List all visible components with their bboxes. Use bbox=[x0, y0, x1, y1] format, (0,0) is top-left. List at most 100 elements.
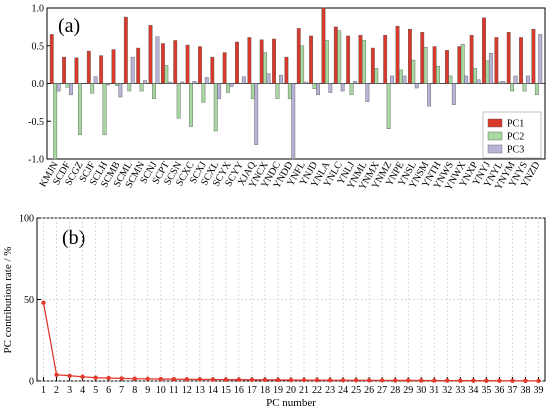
x-tick-label: 10 bbox=[156, 385, 166, 396]
bar-pc1 bbox=[160, 43, 165, 84]
x-tick-label: 8 bbox=[132, 385, 137, 396]
bar-pc3 bbox=[69, 83, 73, 96]
bar-pc2 bbox=[226, 83, 230, 93]
x-tick-label: 36 bbox=[494, 385, 504, 396]
bar-pc1 bbox=[506, 31, 511, 84]
bar-pc2 bbox=[65, 83, 70, 88]
data-point bbox=[301, 377, 307, 383]
bar-pc3 bbox=[56, 83, 61, 92]
bar-pc3 bbox=[106, 83, 110, 86]
data-point bbox=[171, 377, 176, 382]
bar-pc1 bbox=[420, 31, 425, 84]
panel-b-label: (b) bbox=[62, 227, 85, 249]
y-tick-label: -1.0 bbox=[28, 155, 44, 166]
bar-pc1 bbox=[222, 52, 227, 84]
x-tick-label: 31 bbox=[429, 385, 439, 396]
data-point bbox=[536, 378, 541, 384]
panel-a-label: (a) bbox=[58, 15, 80, 37]
data-point bbox=[158, 376, 163, 382]
bar-pc2 bbox=[250, 83, 255, 99]
x-tick-label: 34 bbox=[468, 385, 478, 396]
panel-b-grid bbox=[37, 217, 545, 382]
bar-pc2 bbox=[90, 83, 95, 94]
bar-pc2 bbox=[312, 83, 317, 89]
bar-pc2 bbox=[448, 75, 453, 84]
x-tick-label: 21 bbox=[299, 385, 309, 396]
bar-pc3 bbox=[204, 77, 209, 84]
bar-pc1 bbox=[173, 40, 178, 84]
panel-b-series bbox=[41, 300, 541, 384]
x-tick-label: 17 bbox=[247, 385, 257, 396]
bar-pc2 bbox=[386, 83, 391, 129]
data-point bbox=[406, 378, 411, 383]
data-point bbox=[288, 377, 294, 383]
bar-pc1 bbox=[309, 35, 314, 84]
data-point bbox=[210, 377, 216, 382]
bar-pc2 bbox=[189, 83, 193, 127]
panel-a: (a) 1.0 0.5 0.0 -0.5 -1.0 KMJNSCDFSCGZSCJFSC… bbox=[28, 4, 546, 192]
bar-pc2 bbox=[423, 47, 428, 84]
x-tick-label: 29 bbox=[403, 385, 413, 396]
bar-pc3 bbox=[402, 75, 407, 84]
bar-pc3 bbox=[390, 75, 394, 84]
x-tick-label: 33 bbox=[455, 385, 465, 396]
legend-swatch bbox=[487, 144, 503, 154]
bar-pc3 bbox=[180, 81, 185, 84]
bar-pc2 bbox=[337, 30, 342, 84]
x-tick-label: 9 bbox=[145, 385, 150, 396]
x-tick-label: 16 bbox=[234, 385, 244, 396]
bar-pc3 bbox=[464, 75, 469, 84]
x-tick-label: 30 bbox=[416, 385, 426, 396]
data-point bbox=[236, 377, 242, 382]
panel-b-y-axis-title: PC contribution rate / % bbox=[2, 247, 14, 354]
data-point bbox=[275, 377, 281, 383]
bar-pc3 bbox=[414, 83, 419, 89]
bar-pc2 bbox=[102, 83, 107, 136]
x-tick-label: 28 bbox=[390, 385, 400, 396]
legend-swatch bbox=[487, 118, 503, 128]
x-tick-label: 26 bbox=[364, 385, 374, 396]
legend-label: PC2 bbox=[507, 132, 524, 143]
bar-pc1 bbox=[74, 57, 79, 84]
bar-pc2 bbox=[522, 83, 527, 92]
x-tick-label: 11 bbox=[169, 385, 179, 396]
bar-pc3 bbox=[217, 83, 222, 99]
data-point bbox=[223, 377, 229, 382]
y-tick-label: 50 bbox=[24, 295, 34, 306]
data-point bbox=[445, 378, 450, 383]
data-point bbox=[340, 378, 346, 383]
data-point bbox=[379, 378, 385, 383]
bar-pc3 bbox=[513, 75, 518, 84]
bar-pc1 bbox=[62, 56, 67, 84]
bar-pc3 bbox=[488, 53, 493, 84]
bar-pc3 bbox=[451, 83, 456, 105]
bar-pc2 bbox=[399, 69, 403, 84]
x-tick-label: 38 bbox=[520, 385, 530, 396]
data-point bbox=[510, 378, 515, 384]
panel-a-legend: PC1 PC2 PC3 bbox=[482, 111, 542, 159]
bar-pc1 bbox=[259, 39, 264, 84]
x-tick-label: 6 bbox=[106, 385, 111, 396]
bar-pc3 bbox=[538, 34, 543, 84]
bar-pc3 bbox=[328, 83, 333, 93]
bar-pc1 bbox=[383, 34, 388, 84]
bar-pc1 bbox=[346, 35, 351, 84]
bar-pc2 bbox=[436, 65, 440, 84]
bar-pc2 bbox=[176, 83, 181, 119]
bar-pc2 bbox=[152, 83, 156, 99]
data-point bbox=[197, 377, 203, 382]
bar-pc1 bbox=[358, 34, 363, 84]
x-tick-label: 12 bbox=[182, 385, 192, 396]
bar-pc3 bbox=[266, 73, 271, 84]
bar-pc2 bbox=[374, 68, 379, 84]
bar-pc3 bbox=[167, 81, 172, 84]
y-tick-label: 100 bbox=[19, 214, 34, 225]
bar-pc2 bbox=[53, 83, 58, 160]
bar-pc2 bbox=[497, 81, 502, 84]
data-point bbox=[41, 300, 46, 305]
bar-pc1 bbox=[445, 50, 449, 84]
bar-pc3 bbox=[241, 76, 246, 84]
panel-a-y-ticks: 1.0 0.5 0.0 -0.5 -1.0 bbox=[28, 4, 51, 166]
legend-label: PC3 bbox=[507, 145, 524, 156]
